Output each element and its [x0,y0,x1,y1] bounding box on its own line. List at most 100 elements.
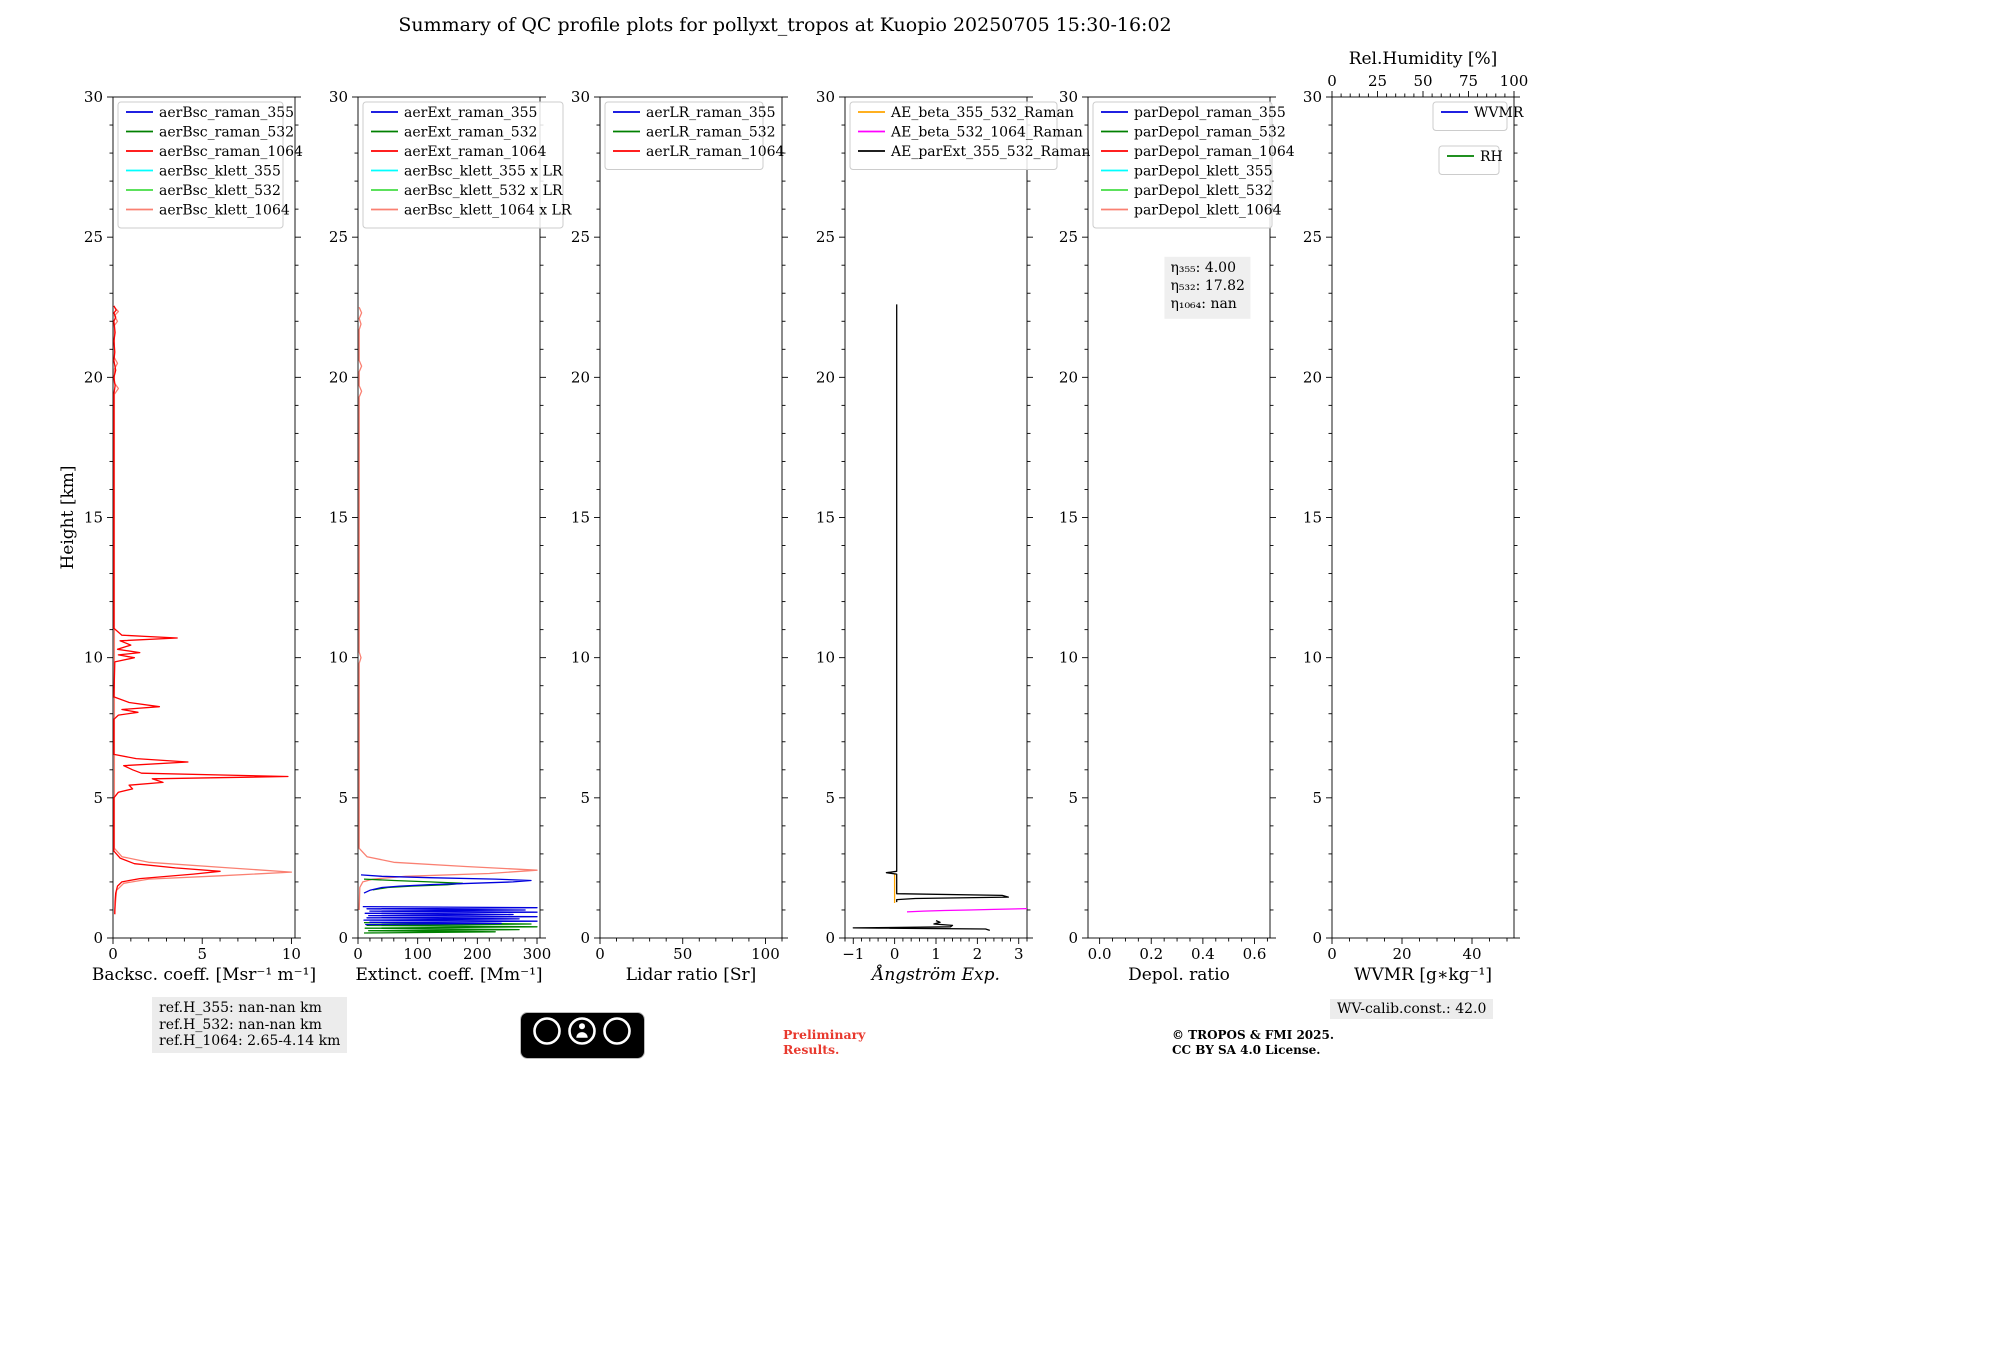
svg-text:30: 30 [84,88,103,106]
legend-label: aerLR_raman_1064 [646,144,785,160]
cc-icon [533,1017,561,1045]
axes-extinction [352,96,546,944]
legend-label: aerLR_raman_355 [646,105,776,121]
legend-label: aerLR_raman_532 [646,125,776,141]
svg-text:0: 0 [595,945,605,963]
legend-label: AE_beta_532_1064_Raman [890,125,1083,141]
chart-panel-depol: 0 5 10 15 20 25 30 0.0 0.2 0.4 0.6 Depol. ratio parD… [1059,88,1295,985]
svg-text:0: 0 [353,945,363,963]
svg-text:10: 10 [571,649,590,667]
legend-label: aerExt_raman_355 [404,105,537,121]
legend-label: AE_parExt_355_532_Raman [890,144,1090,160]
sa-arrow-icon: ↻ [611,1023,624,1041]
svg-text:20: 20 [1059,368,1078,386]
legend-label: aerBsc_raman_355 [159,105,294,121]
legend-label: parDepol_klett_532 [1134,183,1273,199]
series-AE_beta_532_1064_Raman [906,907,1028,913]
legend-box-backscatter [117,101,284,229]
svg-text:0: 0 [1312,929,1322,947]
person-icon-head [579,1023,585,1030]
copyright-line-2: CC BY SA 4.0 License. [1172,1043,1321,1057]
svg-text:0.2: 0.2 [1139,945,1163,963]
svg-text:0.4: 0.4 [1191,945,1215,963]
svg-text:25: 25 [1059,228,1078,246]
svg-text:20: 20 [816,368,835,386]
legend-label: RH [1480,149,1503,165]
svg-text:100: 100 [403,945,432,963]
annotation-line: η₃₅₅: 4.00 [1170,260,1236,276]
cc-by-sa-badge: CC BY ↻ SA [520,1012,645,1059]
legend-label: aerBsc_klett_1064 [159,203,290,219]
series-aerBsc_klett_1064 [113,306,293,915]
chart-panel-backscatter: 0 5 10 15 20 25 30 0 5 10 Backsc. coeff. [Msr⁻¹ m⁻… [58,88,316,985]
svg-text:50: 50 [1413,72,1432,90]
svg-text:0: 0 [338,929,348,947]
svg-text:0: 0 [108,945,118,963]
svg-text:20: 20 [571,368,590,386]
svg-text:25: 25 [816,228,835,246]
svg-text:50: 50 [673,945,692,963]
svg-text:0: 0 [93,929,103,947]
svg-text:100: 100 [751,945,780,963]
series-aerBsc_raman_1064 [113,305,289,915]
legend-label: parDepol_klett_355 [1134,164,1273,180]
top-axis-label-wvmr: Rel.Humidity [%] [1349,49,1498,69]
legend-label: parDepol_raman_532 [1134,125,1286,141]
svg-text:15: 15 [816,509,835,527]
svg-text:15: 15 [329,509,348,527]
cc-icon-label: CC [538,1025,556,1039]
annotation-box-depol [1164,256,1251,319]
svg-text:10: 10 [282,945,301,963]
svg-text:0: 0 [890,945,900,963]
svg-text:3: 3 [1014,945,1024,963]
legend-label: aerExt_raman_532 [404,125,537,141]
svg-text:25: 25 [84,228,103,246]
legend-label: aerBsc_klett_532 [159,183,281,199]
legend-box-extinction [362,101,564,229]
legend-label: aerBsc_klett_1064 x LR [404,203,572,219]
svg-text:5: 5 [580,789,590,807]
svg-text:0: 0 [1327,72,1337,90]
svg-text:300: 300 [523,945,552,963]
ref-height-532: ref.H_532: nan-nan km [159,1016,322,1033]
legend-box-lidar-ratio [604,101,764,170]
svg-text:10: 10 [329,649,348,667]
ref-height-note: ref.H_355: nan-nan km ref.H_532: nan-nan… [152,997,348,1053]
chart-panel-lidar-ratio: 0 5 10 15 20 25 30 0 50 100 Lidar ratio [Sr] aerLR_… [571,88,788,985]
svg-text:25: 25 [329,228,348,246]
svg-text:15: 15 [84,509,103,527]
copyright-note: © TROPOS & FMI 2025. CC BY SA 4.0 Licens… [1172,1028,1334,1058]
svg-text:0: 0 [1068,929,1078,947]
svg-text:75: 75 [1459,72,1478,90]
svg-text:10: 10 [816,649,835,667]
svg-text:30: 30 [571,88,590,106]
legend-label: aerBsc_klett_355 [159,164,281,180]
xlabel-wvmr: WVMR [g∗kg⁻¹] [1354,965,1492,985]
annotation-line: η₅₃₂: 17.82 [1170,278,1244,294]
legend-box-wvmr [1432,101,1508,131]
xlabel-extinction: Extinct. coeff. [Mm⁻¹] [355,965,542,985]
svg-text:0.6: 0.6 [1243,945,1267,963]
sa-label: SA [611,1048,624,1058]
svg-text:20: 20 [1392,945,1411,963]
legend-box-angstrom [849,101,1058,170]
legend-label: aerBsc_klett_532 x LR [404,183,563,199]
ref-height-1064: ref.H_1064: 2.65-4.14 km [159,1033,341,1050]
by-label: BY [576,1048,589,1058]
svg-text:15: 15 [1059,509,1078,527]
svg-text:15: 15 [571,509,590,527]
svg-text:5: 5 [338,789,348,807]
svg-text:100: 100 [1500,72,1529,90]
svg-text:25: 25 [1368,72,1387,90]
legend-label: aerExt_raman_1064 [404,144,546,160]
svg-text:5: 5 [825,789,835,807]
legend-box-wvmr [1438,145,1500,175]
svg-text:0: 0 [580,929,590,947]
preliminary-line-1: Preliminary [783,1027,866,1042]
svg-text:40: 40 [1462,945,1481,963]
svg-text:0: 0 [1327,945,1337,963]
series-aerExt_raman_355 [360,874,538,926]
svg-text:30: 30 [329,88,348,106]
